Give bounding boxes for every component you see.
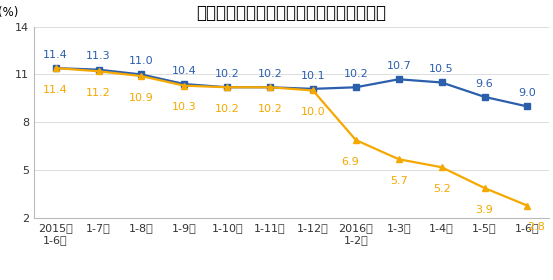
全国固定资产投资 (95, 68, 102, 71)
全国固定资产投资 (439, 81, 445, 84)
全国固定资产投资 (267, 86, 273, 89)
全国固定资产投资 (53, 66, 59, 70)
民间固定资产投资 (310, 89, 316, 92)
Text: 9.6: 9.6 (476, 78, 493, 88)
Line: 民间固定资产投资: 民间固定资产投资 (52, 65, 531, 209)
Text: 3.9: 3.9 (476, 205, 493, 215)
Text: 10.5: 10.5 (429, 64, 454, 74)
Text: 10.7: 10.7 (387, 61, 411, 71)
Text: 10.2: 10.2 (215, 104, 239, 114)
民间固定资产投资 (138, 74, 145, 78)
全国固定资产投资 (352, 86, 359, 89)
Text: (%): (%) (0, 6, 18, 19)
全国固定资产投资 (524, 105, 531, 108)
Text: 11.3: 11.3 (86, 51, 111, 61)
全国固定资产投资 (395, 78, 402, 81)
Text: 11.4: 11.4 (43, 85, 68, 95)
Text: 11.0: 11.0 (129, 56, 154, 66)
Text: 5.2: 5.2 (433, 184, 451, 194)
Text: 10.2: 10.2 (343, 69, 368, 79)
Text: 6.9: 6.9 (341, 157, 359, 167)
Text: 5.7: 5.7 (390, 176, 408, 186)
Text: 11.2: 11.2 (86, 88, 111, 98)
Title: 民间固定资产投资和全国固定资产投资增速: 民间固定资产投资和全国固定资产投资增速 (196, 4, 387, 22)
民间固定资产投资 (395, 158, 402, 161)
Line: 全国固定资产投资: 全国固定资产投资 (53, 65, 530, 109)
民间固定资产投资 (181, 84, 187, 87)
Text: 10.0: 10.0 (301, 107, 325, 117)
Text: 2.8: 2.8 (527, 222, 545, 232)
民间固定资产投资 (53, 66, 59, 70)
全国固定资产投资 (481, 95, 488, 99)
Text: 10.2: 10.2 (258, 104, 283, 114)
Text: 10.9: 10.9 (129, 93, 154, 103)
全国固定资产投资 (310, 87, 316, 90)
民间固定资产投资 (524, 204, 531, 207)
Text: 11.4: 11.4 (43, 50, 68, 60)
Text: 10.2: 10.2 (258, 69, 283, 79)
Text: 10.2: 10.2 (215, 69, 239, 79)
Text: 10.4: 10.4 (172, 66, 197, 76)
全国固定资产投资 (138, 73, 145, 76)
民间固定资产投资 (95, 70, 102, 73)
民间固定资产投资 (481, 186, 488, 190)
民间固定资产投资 (352, 138, 359, 142)
民间固定资产投资 (439, 165, 445, 169)
全国固定资产投资 (224, 86, 231, 89)
Text: 10.1: 10.1 (301, 71, 325, 81)
民间固定资产投资 (224, 86, 231, 89)
Text: 10.3: 10.3 (172, 102, 196, 112)
全国固定资产投资 (181, 82, 187, 86)
民间固定资产投资 (267, 86, 273, 89)
Text: 9.0: 9.0 (519, 88, 536, 98)
